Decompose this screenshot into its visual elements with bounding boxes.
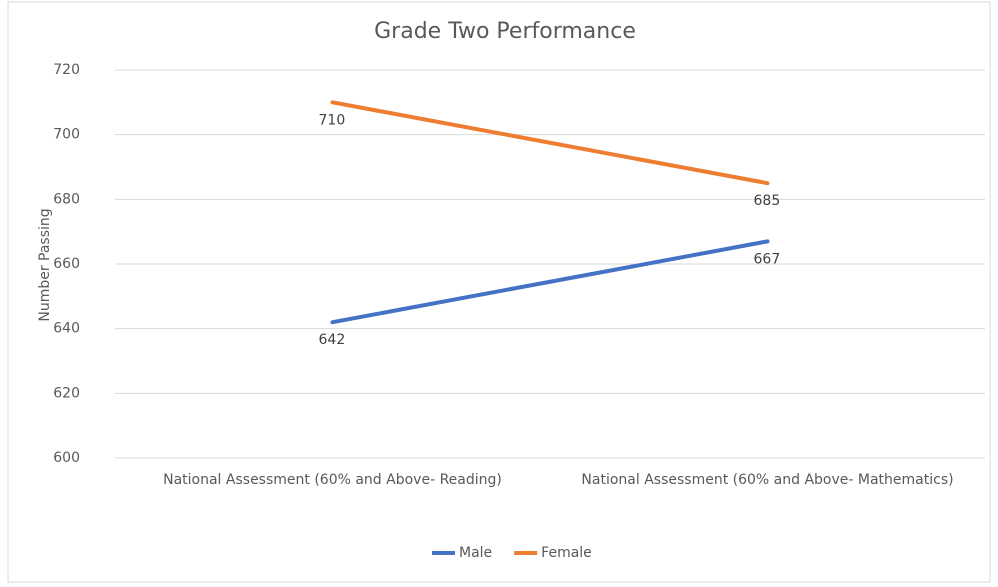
y-tick-label: 660 (53, 256, 80, 272)
series-line (330, 100, 770, 186)
legend-label: Female (541, 545, 592, 561)
y-tick-label: 700 (53, 127, 80, 143)
data-label: 667 (754, 251, 781, 267)
legend-label: Male (459, 545, 492, 561)
x-tick-label: National Assessment (60% and Above- Math… (581, 472, 954, 488)
x-tick-label: National Assessment (60% and Above- Read… (163, 472, 502, 488)
y-tick-label: 720 (53, 62, 80, 78)
y-tick-label: 680 (53, 191, 80, 207)
data-label: 642 (319, 332, 346, 348)
y-axis-label: Number Passing (37, 208, 53, 321)
data-label: 685 (754, 193, 781, 209)
y-tick-label: 640 (53, 321, 80, 337)
data-label: 710 (319, 112, 346, 128)
chart-title: Grade Two Performance (374, 19, 636, 44)
y-tick-label: 620 (53, 385, 80, 401)
series-line (330, 239, 770, 325)
y-tick-label: 600 (53, 450, 80, 466)
